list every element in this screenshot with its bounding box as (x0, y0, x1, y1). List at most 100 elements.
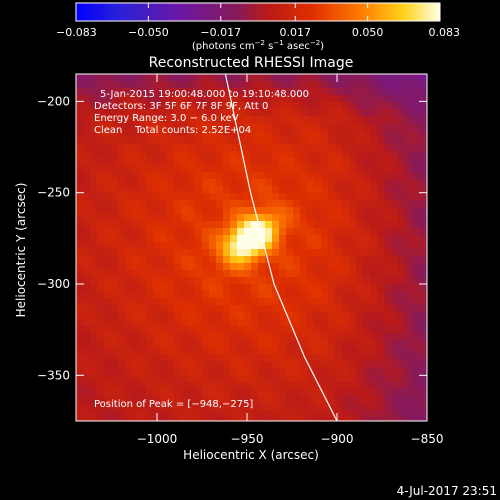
heatmap-cell (412, 137, 420, 145)
heatmap-cell (377, 158, 385, 166)
heatmap-cell (349, 207, 357, 215)
heatmap-cell (412, 305, 420, 313)
heatmap-cell (356, 207, 364, 215)
heatmap-cell (104, 249, 112, 257)
heatmap-cell (377, 319, 385, 327)
heatmap-cell (188, 382, 196, 390)
heatmap-cell (342, 200, 350, 208)
heatmap-cell (167, 298, 175, 306)
heatmap-cell (258, 284, 266, 292)
heatmap-cell (377, 207, 385, 215)
heatmap-cell (258, 305, 266, 313)
heatmap-cell (342, 221, 350, 229)
heatmap-cell (216, 305, 224, 313)
heatmap-cell (314, 193, 322, 201)
heatmap-cell (314, 263, 322, 271)
heatmap-cell (202, 109, 210, 117)
heatmap-cell (174, 284, 182, 292)
heatmap-cell (314, 417, 322, 421)
heatmap-cell (237, 277, 245, 285)
heatmap-cell (419, 284, 427, 292)
heatmap-cell (363, 326, 371, 334)
heatmap-cell (230, 228, 238, 236)
heatmap-cell (412, 151, 420, 159)
heatmap-cell (195, 235, 203, 243)
heatmap-cell (202, 130, 210, 138)
heatmap-cell (321, 88, 329, 96)
heatmap-cell (391, 116, 399, 124)
heatmap-cell (237, 74, 245, 82)
heatmap-cell (293, 291, 301, 299)
heatmap-cell (216, 158, 224, 166)
heatmap-cell (265, 116, 273, 124)
heatmap-cell (356, 326, 364, 334)
heatmap-cell (188, 214, 196, 222)
heatmap-cell (216, 109, 224, 117)
heatmap-cell (111, 207, 119, 215)
heatmap-cell (328, 368, 336, 376)
x-tick-label: −1000 (137, 432, 178, 446)
heatmap-cell (265, 340, 273, 348)
heatmap-cell (132, 81, 140, 89)
heatmap-cell (356, 214, 364, 222)
heatmap-cell (300, 249, 308, 257)
heatmap-cell (300, 214, 308, 222)
heatmap-cell (293, 74, 301, 82)
heatmap-cell (125, 74, 133, 82)
heatmap-cell (328, 165, 336, 173)
heatmap-cell (272, 214, 280, 222)
heatmap-cell (160, 382, 168, 390)
heatmap-cell (391, 179, 399, 187)
heatmap-cell (167, 242, 175, 250)
heatmap-cell (97, 102, 105, 110)
heatmap-cell (377, 347, 385, 355)
heatmap-cell (293, 326, 301, 334)
heatmap-cell (167, 165, 175, 173)
heatmap-cell (265, 410, 273, 418)
heatmap-cell (265, 375, 273, 383)
heatmap-cell (398, 81, 406, 89)
heatmap-cell (258, 340, 266, 348)
heatmap-cell (293, 312, 301, 320)
heatmap-cell (328, 228, 336, 236)
heatmap-cell (160, 340, 168, 348)
heatmap-cell (370, 403, 378, 411)
heatmap-cell (356, 193, 364, 201)
heatmap-cell (174, 340, 182, 348)
heatmap-cell (398, 305, 406, 313)
heatmap-cell (279, 151, 287, 159)
x-tick-label: −850 (411, 432, 444, 446)
heatmap-cell (216, 235, 224, 243)
heatmap-cell (335, 298, 343, 306)
heatmap-cell (293, 403, 301, 411)
heatmap-cell (209, 277, 217, 285)
heatmap-cell (419, 396, 427, 404)
heatmap-cell (405, 102, 413, 110)
heatmap-cell (153, 305, 161, 313)
heatmap-cell (230, 193, 238, 201)
x-axis-ticks: −1000 −950 −900 −850 (137, 74, 444, 446)
heatmap-cell (412, 319, 420, 327)
heatmap-cell (174, 88, 182, 96)
heatmap-cell (293, 123, 301, 131)
heatmap-cell (209, 417, 217, 421)
heatmap-cell (321, 368, 329, 376)
heatmap-cell (202, 179, 210, 187)
heatmap-cell (419, 242, 427, 250)
heatmap-cell (223, 88, 231, 96)
heatmap-cell (83, 109, 91, 117)
heatmap-cell (321, 116, 329, 124)
heatmap-cell (279, 312, 287, 320)
heatmap-cell (90, 298, 98, 306)
heatmap-cell (314, 291, 322, 299)
heatmap-cell (237, 130, 245, 138)
heatmap-cell (405, 172, 413, 180)
heatmap-cell (83, 354, 91, 362)
heatmap-cell (370, 144, 378, 152)
heatmap-cell (90, 319, 98, 327)
heatmap-cell (160, 165, 168, 173)
heatmap-cell (90, 102, 98, 110)
heatmap-cell (181, 95, 189, 103)
heatmap-cell (272, 179, 280, 187)
heatmap-cell (377, 410, 385, 418)
